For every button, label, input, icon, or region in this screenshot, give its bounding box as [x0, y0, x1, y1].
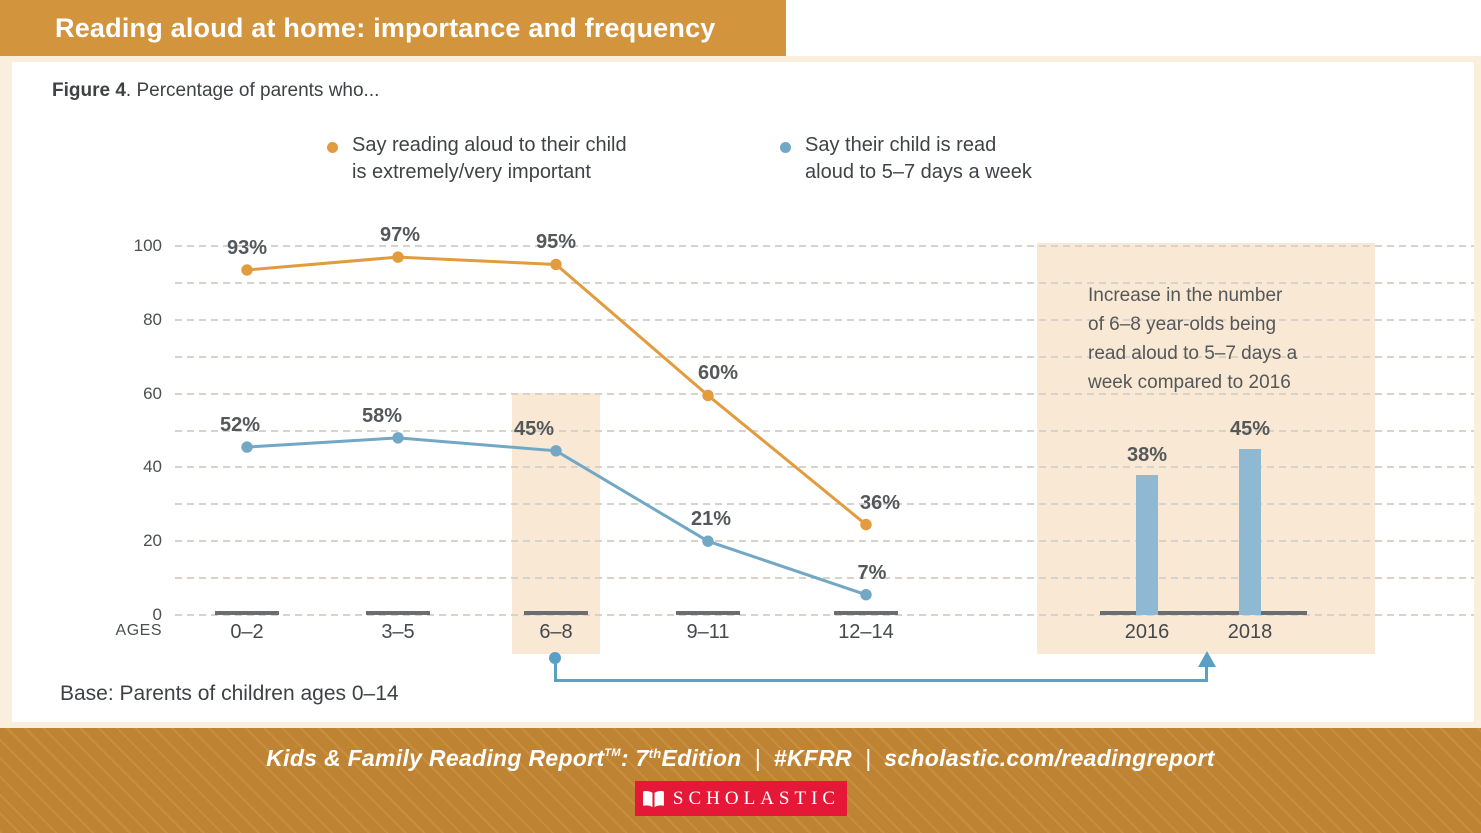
footer: Kids & Family Reading ReportTM: 7thEditi… — [0, 728, 1481, 833]
inset-note-line-2: of 6–8 year-olds being — [1088, 314, 1277, 335]
page-title: Reading aloud at home: importance and fr… — [55, 13, 716, 43]
line-chart: 0 20 40 60 80 100 AGES 0–2 3–5 6–8 9–11 12–14 93% 97%… — [12, 62, 1474, 722]
data-label-0-9–11: 60% — [697, 362, 739, 385]
inset-note-line-4: week compared to 2016 — [1088, 372, 1291, 393]
inset-axis-line — [1100, 611, 1307, 615]
inset-note: Increase in the number of 6–8 year-olds b… — [1088, 281, 1297, 397]
data-label-1-3–5: 58% — [361, 404, 403, 427]
axis-tick-3–5 — [366, 611, 430, 615]
y-tick-label-100: 100 — [133, 236, 162, 255]
gridline-40 — [175, 466, 1474, 469]
gridline-100 — [175, 245, 1474, 247]
age-label-6–8: 6–8 — [539, 621, 573, 643]
data-point-0-0–2 — [241, 264, 253, 276]
inset-bar-2018 — [1239, 448, 1261, 615]
cream-frame: Figure 4. Percentage of parents who... S… — [0, 56, 1481, 728]
y-tick-label-20: 20 — [143, 531, 162, 551]
connector-arrowhead-icon — [1197, 651, 1216, 667]
data-point-1-3–5 — [392, 432, 404, 444]
report-url: scholastic.com/readingreport — [884, 745, 1215, 771]
edition-number: 7 — [635, 745, 649, 771]
age-label-9–11: 9–11 — [686, 621, 730, 643]
inset-year-label-2016: 2016 — [1124, 621, 1170, 643]
inset-bar-label-2018: 45% — [1229, 417, 1271, 440]
age-label-12–14: 12–14 — [838, 621, 894, 643]
data-point-1-0–2 — [241, 441, 253, 453]
axis-tick-12–14 — [834, 611, 898, 615]
connector-vline-end — [1205, 665, 1208, 682]
legend-label-1-line2: aloud to 5–7 days a week — [805, 161, 1032, 183]
legend-label-0: Say reading aloud to their child is extr… — [352, 132, 627, 186]
report-brand: Kids & Family Reading Report — [266, 745, 605, 771]
legend-label-1: Say their child is read aloud to 5–7 day… — [805, 132, 1032, 186]
data-label-0-6–8: 95% — [535, 231, 577, 254]
legend-item-frequency: Say their child is read aloud to 5–7 day… — [780, 132, 1032, 186]
data-point-0-9–11 — [702, 389, 714, 402]
scholastic-logo: SCHOLASTIC — [634, 781, 847, 816]
separator-pipe: | — [754, 745, 761, 771]
inset-bar-2016 — [1136, 474, 1158, 615]
data-label-1-12–14: 7% — [857, 561, 887, 584]
inset-bar-label-2016: 38% — [1126, 443, 1168, 466]
data-point-1-12–14 — [860, 589, 872, 601]
x-axis-label: AGES — [115, 622, 162, 639]
gridline-10 — [175, 577, 1474, 580]
data-point-0-6–8 — [550, 258, 562, 271]
connector-hline — [553, 679, 1208, 682]
open-book-icon — [642, 790, 664, 807]
y-tick-label-0: 0 — [152, 605, 162, 624]
gridline-0 — [175, 614, 1474, 616]
legend-item-important: Say reading aloud to their child is extr… — [327, 132, 627, 186]
inset-note-line-1: Increase in the number — [1088, 285, 1283, 306]
scholastic-logo-text: SCHOLASTIC — [672, 787, 841, 809]
age-label-0–2: 0–2 — [230, 621, 264, 643]
colon: : — [620, 745, 629, 771]
figure-caption: Figure 4. Percentage of parents who... — [52, 80, 379, 102]
data-label-1-6–8: 45% — [513, 417, 555, 440]
y-tick-label-40: 40 — [143, 457, 162, 477]
legend-dot-0 — [327, 142, 338, 153]
figure-label: Figure 4 — [52, 80, 126, 101]
edition-word: Edition — [661, 745, 742, 771]
figure-caption-text: . Percentage of parents who... — [125, 80, 380, 101]
inset-year-label-2018: 2018 — [1227, 621, 1273, 643]
footer-credit-line: Kids & Family Reading ReportTM: 7thEditi… — [0, 728, 1481, 772]
legend-dot-1 — [780, 142, 791, 153]
edition-ordinal-sup: th — [648, 746, 662, 761]
legend-label-1-line1: Say their child is read — [805, 134, 997, 156]
data-point-0-12–14 — [860, 518, 872, 531]
data-point-0-3–5 — [392, 251, 404, 263]
top-band: Reading aloud at home: importance and fr… — [0, 0, 1481, 56]
legend-label-0-line1: Say reading aloud to their child — [352, 134, 627, 156]
data-label-0-3–5: 97% — [379, 224, 421, 247]
legend-label-0-line2: is extremely/very important — [352, 161, 591, 183]
base-note: Base: Parents of children ages 0–14 — [60, 682, 399, 705]
data-label-0-0–2: 93% — [226, 236, 268, 259]
gridline-30 — [175, 503, 1474, 506]
axis-tick-6–8 — [524, 611, 588, 615]
axis-tick-0–2 — [215, 611, 279, 615]
connector-vline-start — [553, 658, 557, 682]
title-bar: Reading aloud at home: importance and fr… — [0, 0, 786, 56]
inset-panel — [1037, 243, 1375, 654]
data-label-0-12–14: 36% — [859, 491, 901, 514]
axis-tick-9–11 — [676, 611, 740, 615]
y-tick-label-60: 60 — [143, 383, 162, 403]
trademark-sup: TM — [604, 747, 621, 759]
hashtag: #KFRR — [773, 745, 852, 771]
chart-card: Figure 4. Percentage of parents who... S… — [12, 62, 1474, 722]
gridline-20 — [175, 540, 1474, 543]
separator-pipe: | — [864, 745, 872, 771]
data-label-1-9–11: 21% — [690, 508, 732, 531]
y-tick-label-80: 80 — [143, 309, 162, 329]
inset-note-line-3: read aloud to 5–7 days a — [1088, 343, 1298, 364]
data-label-1-0–2: 52% — [219, 414, 261, 437]
age-label-3–5: 3–5 — [381, 621, 415, 643]
